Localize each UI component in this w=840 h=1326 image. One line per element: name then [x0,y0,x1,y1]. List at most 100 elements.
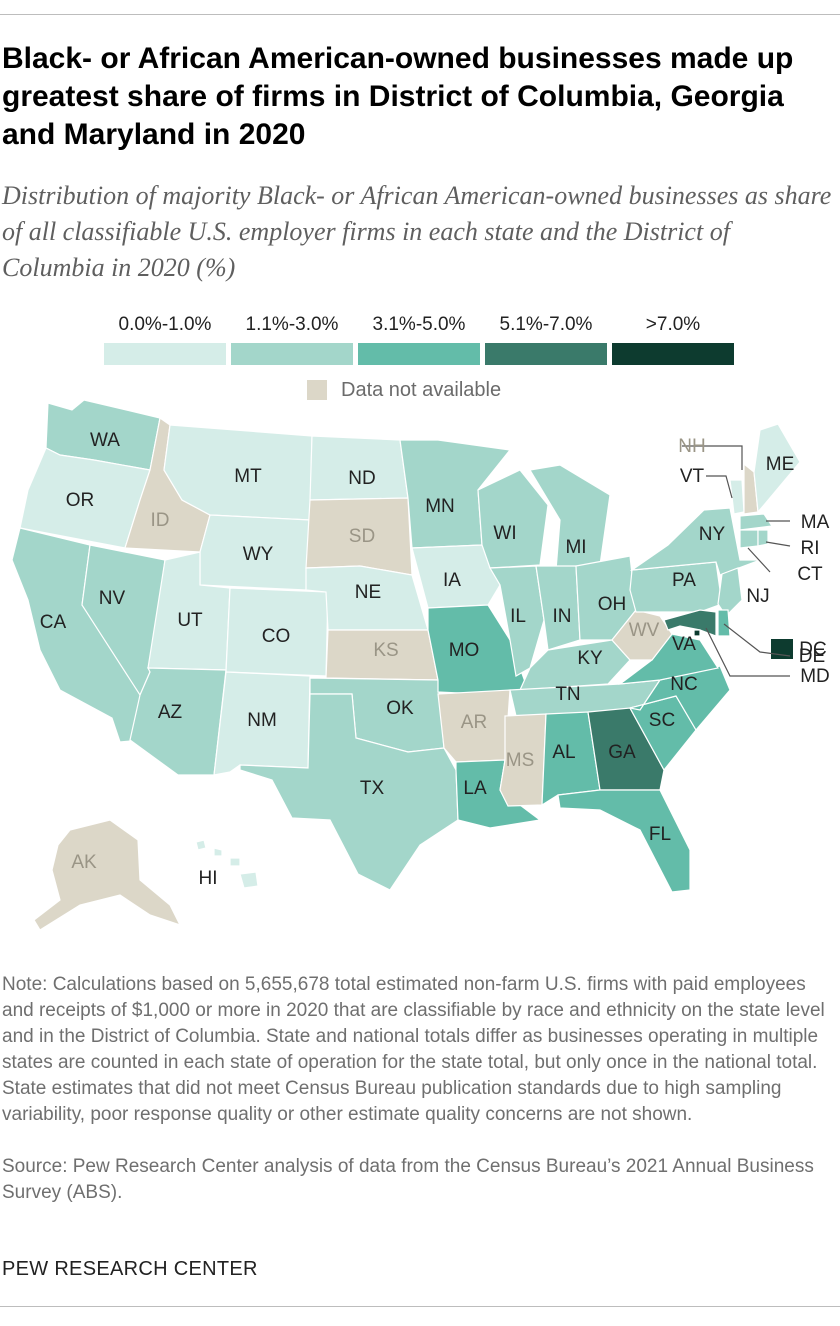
legend-bin-swatch [612,343,734,365]
legend-bin-2: 3.1%-5.0% [358,312,480,365]
state-DC [693,629,701,637]
legend-na-swatch [307,380,327,400]
label-DC-legend: DC [799,639,826,660]
state-CT [739,529,759,549]
md-callout-line [705,627,790,677]
us-state-map: WA OR CA NV ID MT WY UT AZ CO NM ND SD N… [11,399,830,931]
label-AK: AK [71,852,97,873]
label-CO: CO [262,626,291,647]
state-labels: WA OR CA NV ID MT WY UT AZ CO NM ND SD N… [40,430,830,889]
label-TX: TX [360,778,385,799]
state-FL [557,789,691,893]
legend-bin-3: 5.1%-7.0% [485,312,607,365]
legend-bin-label: 1.1%-3.0% [245,314,339,335]
label-FL: FL [649,824,671,845]
legend-bin-swatch [231,343,353,365]
pew-brand: PEW RESEARCH CENTER [2,1258,258,1280]
label-HI: HI [199,868,218,889]
label-WI: WI [493,523,516,544]
state-NJ [717,567,743,617]
label-PA: PA [672,570,696,591]
state-NY [629,507,761,576]
state-ME [753,423,801,514]
legend-bin-label: 3.1%-5.0% [372,314,466,335]
ct-callout-line [747,547,771,573]
label-NJ: NJ [746,586,769,607]
top-rule [0,14,840,15]
label-GA: GA [608,742,636,763]
label-OH: OH [598,594,627,615]
legend-na-label: Data not available [341,379,502,401]
label-LA: LA [463,778,487,799]
state-IN [535,565,581,651]
state-WY [199,514,311,591]
label-WV: WV [629,620,660,641]
chart-title: Black- or African American-owned busines… [2,42,794,151]
legend-bin-swatch [485,343,607,365]
label-MT: MT [234,466,262,487]
label-AZ: AZ [158,702,183,723]
label-SC: SC [649,710,675,731]
label-DE: DE [799,646,825,667]
label-RI: RI [801,538,820,559]
label-TN: TN [555,684,580,705]
label-NC: NC [670,674,697,695]
state-HI [195,839,259,889]
label-AR: AR [461,712,487,733]
label-VT: VT [680,466,705,487]
label-NM: NM [247,710,277,731]
label-KY: KY [577,648,603,669]
label-MO: MO [449,640,480,661]
legend-bin-swatch [104,343,226,365]
label-IL: IL [510,606,526,627]
label-ME: ME [766,454,795,475]
legend-bin-label: 5.1%-7.0% [499,314,593,335]
state-GA [587,707,665,791]
state-IA [411,544,501,609]
state-RI [757,529,769,547]
callout-lines [682,445,791,677]
legend-bin-label: 0.0%-1.0% [118,314,212,335]
de-callout-line [723,623,791,657]
label-WY: WY [243,544,274,565]
state-AK [33,819,182,931]
label-NY: NY [699,524,726,545]
label-MD: MD [800,666,830,687]
chart-note: Note: Calculations based on 5,655,678 to… [2,974,825,1125]
label-CA: CA [40,612,67,633]
label-SD: SD [349,526,375,547]
label-AL: AL [552,742,575,763]
label-OR: OR [66,490,95,511]
vt-callout-line [706,475,733,499]
label-ND: ND [348,468,375,489]
legend-bin-label: >7.0% [645,314,701,335]
label-NE: NE [355,582,381,603]
ri-callout-line [765,541,791,547]
label-OK: OK [386,698,414,719]
label-MN: MN [425,496,455,517]
state-DE [717,609,731,637]
label-UT: UT [177,610,203,631]
label-ID: ID [151,510,170,531]
state-MA [739,513,774,531]
legend-bin-1: 1.1%-3.0% [231,312,353,365]
label-NV: NV [99,588,126,609]
color-legend: 0.0%-1.0% 1.1%-3.0% 3.1%-5.0% 5.1%-7.0% … [0,312,840,412]
label-IN: IN [553,606,572,627]
bottom-rule [0,1306,840,1307]
label-KS: KS [373,640,398,661]
state-shapes [11,399,801,931]
label-MA: MA [801,512,830,533]
legend-bin-swatch [358,343,480,365]
state-WI [477,469,549,569]
label-MS: MS [506,750,535,771]
state-TX [239,693,459,891]
legend-bin-4: >7.0% [612,312,734,365]
label-IA: IA [443,570,461,591]
chart-subtitle: Distribution of majority Black- or Afric… [2,181,832,282]
chart-source: Source: Pew Research Center analysis of … [2,1156,814,1203]
label-VA: VA [672,634,696,655]
label-NH: NH [678,436,705,457]
nh-callout-line [682,445,743,470]
label-WA: WA [90,430,120,451]
